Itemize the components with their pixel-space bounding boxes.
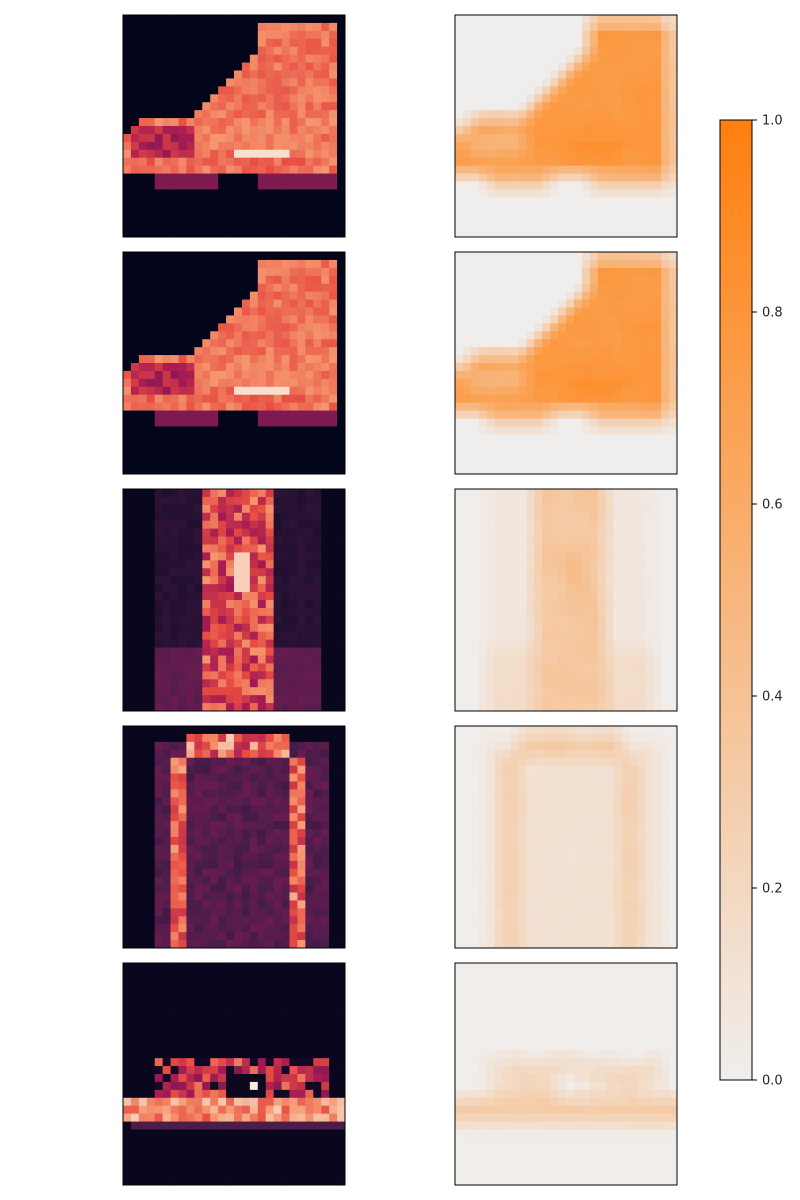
input-image-row-4 [122, 725, 346, 949]
colorbar-tick-label: 0.4 [762, 690, 783, 705]
heatmap-row-1-frame [454, 14, 678, 238]
input-image-row-2 [122, 251, 346, 475]
colorbar-tick-label: 0.8 [762, 306, 783, 321]
heatmap-row-5-frame [454, 962, 678, 1186]
input-image-row-1 [122, 14, 346, 238]
colorbar-tick-label: 0.6 [762, 498, 783, 513]
colorbar-gradient [719, 119, 753, 1081]
heatmap-row-4 [454, 725, 678, 949]
input-image-row-3-frame [122, 488, 346, 712]
heatmap-row-3 [454, 488, 678, 712]
input-image-row-1-frame [122, 14, 346, 238]
heatmap-row-1 [454, 14, 678, 238]
heatmap-row-5 [454, 962, 678, 1186]
colorbar-ticks: 0.0 0.2 0.4 0.6 0.8 1.0 [752, 114, 783, 1089]
input-image-row-5-frame [122, 962, 346, 1186]
colorbar: 0.0 0.2 0.4 0.6 0.8 1.0 [719, 114, 783, 1089]
heatmap-row-2 [454, 251, 678, 475]
heatmap-row-4-frame [454, 725, 678, 949]
colorbar-tick-label: 0.2 [762, 882, 783, 897]
heatmap-row-2-frame [454, 251, 678, 475]
input-image-row-4-frame [122, 725, 346, 949]
input-image-row-2-frame [122, 251, 346, 475]
colorbar-tick-label: 1.0 [762, 114, 783, 129]
colorbar-tick-label: 0.0 [762, 1074, 783, 1089]
input-image-row-3 [122, 488, 346, 712]
heatmap-row-3-frame [454, 488, 678, 712]
input-image-row-5 [122, 962, 346, 1186]
image-panels [122, 14, 678, 1186]
